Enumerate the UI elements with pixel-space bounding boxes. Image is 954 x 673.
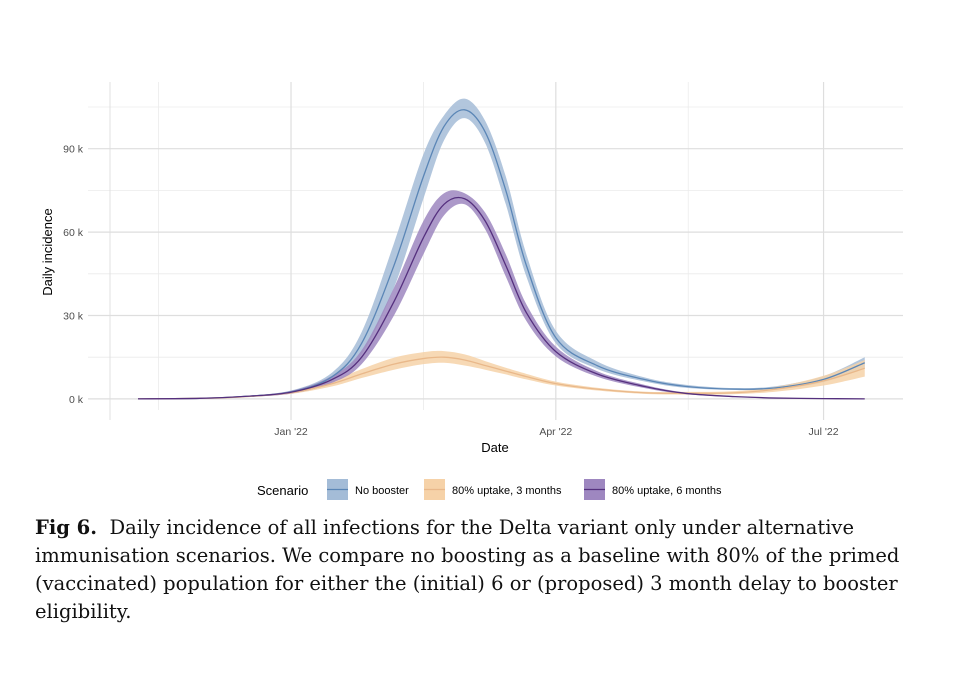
legend: Scenario No booster 80% uptake, 3 months 8… [257,479,722,500]
x-tick-label: Apr '22 [539,426,572,438]
y-axis-ticks: 0 k 30 k 60 k 90 k [63,144,84,406]
grid-lines [88,82,903,420]
incidence-chart: 0 k 30 k 60 k 90 k Jan '22 Apr '22 Jul '22 Da… [40,82,903,500]
x-tick-label: Jul '22 [809,426,839,438]
legend-title: Scenario [257,483,308,498]
line-no-booster [138,109,865,400]
x-axis-ticks: Jan '22 Apr '22 Jul '22 [274,426,838,438]
y-tick-label: 90 k [63,144,84,156]
legend-label-80-uptake-6-months: 80% uptake, 6 months [612,485,722,497]
line-80-uptake-3-months [138,356,865,400]
line-80-uptake-6-months [138,196,865,400]
legend-label-no-booster: No booster [355,485,409,497]
x-tick-label: Jan '22 [274,426,308,438]
y-tick-label: 30 k [63,310,84,322]
y-tick-label: 60 k [63,227,84,239]
caption-label: Fig 6. [35,516,98,539]
caption-text: Daily incidence of all infections for th… [35,516,900,623]
series-lines [138,109,865,400]
y-tick-label: 0 k [69,394,84,406]
uncertainty-bands [138,98,865,399]
figure-caption: Fig 6. Daily incidence of all infections… [35,514,925,626]
y-axis-title: Daily incidence [40,208,55,295]
legend-label-80-uptake-3-months: 80% uptake, 3 months [452,485,562,497]
x-axis-title: Date [481,440,508,455]
